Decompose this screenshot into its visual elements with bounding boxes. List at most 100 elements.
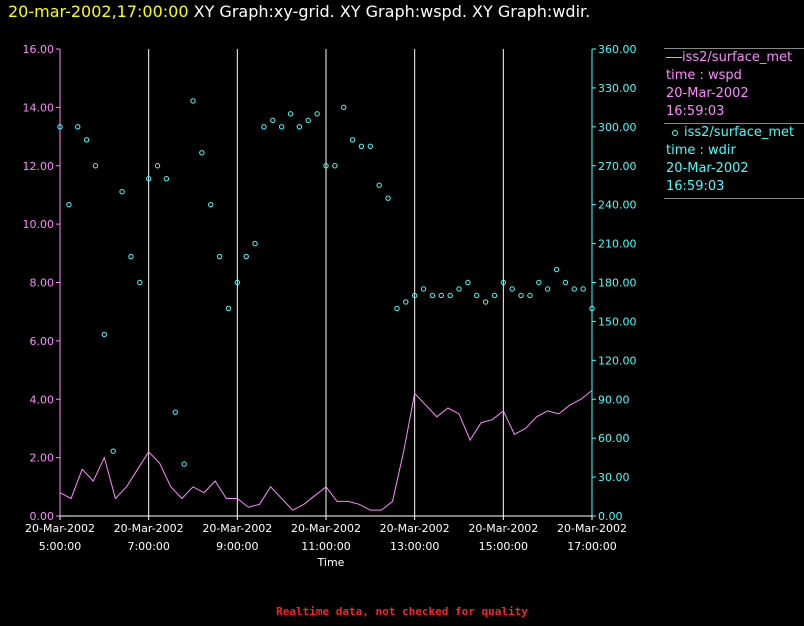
wdir-point [287,111,294,117]
header-titles: XY Graph:xy-grid. XY Graph:wspd. XY Grap… [193,2,591,21]
wdir-series [57,98,595,467]
wdir-point [482,299,489,305]
wdir-point [465,279,471,286]
x-tick-label-date: 20-Mar-2002 [557,522,627,535]
x-tick-label-time: 15:00:00 [479,540,528,553]
right-tick-label: 240.00 [598,199,637,212]
wdir-point [411,292,418,299]
wdir-point [571,286,577,292]
wspd-line [59,390,593,511]
wdir-point [261,124,267,130]
wdir-point [553,266,560,273]
x-axis: 20-Mar-2002 5:00:00 20-Mar-2002 7:00:00 20-M… [25,515,627,553]
wdir-point [314,111,320,117]
right-tick-label: 120.00 [598,354,637,367]
wdir-point [349,137,356,143]
wdir-point [225,305,232,312]
wdir-point [137,279,143,286]
legend-wdir-field: time : wdir [666,143,736,158]
wdir-point [145,176,152,182]
wdir-point [527,292,533,299]
wdir-point [562,279,569,286]
wdir-point [296,124,303,130]
x-tick-label-time: 7:00:00 [127,540,169,553]
wdir-point [119,188,125,195]
circle-swatch-icon [672,129,678,136]
wdir-point [341,104,347,111]
wdir-point [128,253,134,260]
wdir-point [456,286,462,292]
left-tick-label: 6.00 [30,335,55,348]
wdir-point [199,150,205,156]
wdir-point [252,240,258,247]
wdir-point [323,163,329,169]
wdir-point [376,182,382,188]
wdir-point [403,299,409,305]
right-tick-label: 30.00 [598,471,630,484]
wdir-point [57,124,63,130]
x-tick-label-time: 13:00:00 [390,540,439,553]
legend-wdir-time: 16:59:03 [666,179,725,194]
wdir-point [243,253,249,260]
wdir-point [270,117,276,124]
wdir-point [305,117,311,124]
wdir-point [92,163,99,169]
legend-wspd-name: iss2/surface_met [682,50,793,65]
vertical-grid [59,49,593,516]
right-tick-label: 330.00 [598,82,637,95]
line-swatch-icon [666,57,682,58]
x-tick-label-date: 20-Mar-2002 [25,522,95,535]
left-tick-label: 4.00 [30,393,55,406]
legend-entry-wspd[interactable]: iss2/surface_met time : wspd 20-Mar-2002… [664,48,804,124]
wdir-point [216,253,223,260]
x-axis-label: Time [317,556,345,569]
x-tick-label-date: 20-Mar-2002 [202,522,272,535]
wdir-point [190,98,196,104]
wdir-point [358,143,365,149]
wdir-point [181,461,187,467]
left-tick-label: 8.00 [30,277,55,290]
chart-header: 20-mar-2002,17:00:00 XY Graph:xy-grid. X… [8,2,590,21]
wdir-point [154,163,161,169]
legend-entry-wdir[interactable]: iss2/surface_met time : wdir 20-Mar-2002… [664,124,804,199]
wdir-point [544,286,551,292]
wdir-point [332,163,338,169]
x-tick-label-time: 17:00:00 [567,540,616,553]
legend-wspd-date: 20-Mar-2002 [666,86,749,101]
wdir-point [385,195,391,201]
right-tick-label: 300.00 [598,121,637,134]
wdir-point [367,143,374,149]
x-tick-label-date: 20-Mar-2002 [114,522,184,535]
header-timestamp: 20-mar-2002,17:00:00 [8,2,189,21]
right-tick-label: 150.00 [598,315,637,328]
wdir-point [394,305,400,312]
wdir-point [580,286,586,292]
wdir-point [75,124,81,130]
wspd-series [59,390,593,511]
right-tick-label: 90.00 [598,393,630,406]
right-tick-label: 360.00 [598,43,637,56]
wdir-point [536,279,542,286]
x-tick-label-date: 20-Mar-2002 [380,522,450,535]
wdir-point [172,409,178,415]
right-tick-label: 60.00 [598,432,630,445]
legend-wdir-date: 20-Mar-2002 [666,161,749,176]
wdir-point [491,292,498,299]
left-tick-label: 0.00 [30,510,55,523]
wdir-point [500,279,507,286]
left-tick-label: 10.00 [23,218,55,231]
legend[interactable]: iss2/surface_met time : wspd 20-Mar-2002… [664,48,804,199]
legend-wspd-field: time : wspd [666,68,742,83]
wdir-point [438,292,444,299]
right-tick-label: 0.00 [598,510,623,523]
wdir-point [83,137,90,143]
right-tick-label: 270.00 [598,160,637,173]
left-tick-label: 16.00 [23,43,55,56]
right-tick-label: 180.00 [598,277,637,290]
wdir-point [589,305,595,312]
wdir-point [447,292,453,299]
left-tick-label: 2.00 [30,452,55,465]
quality-notice: Realtime data, not checked for quality [276,605,528,618]
x-tick-label-time: 9:00:00 [216,540,258,553]
